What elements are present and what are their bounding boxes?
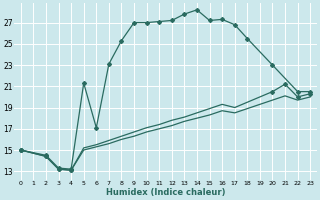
X-axis label: Humidex (Indice chaleur): Humidex (Indice chaleur) [106,188,225,197]
